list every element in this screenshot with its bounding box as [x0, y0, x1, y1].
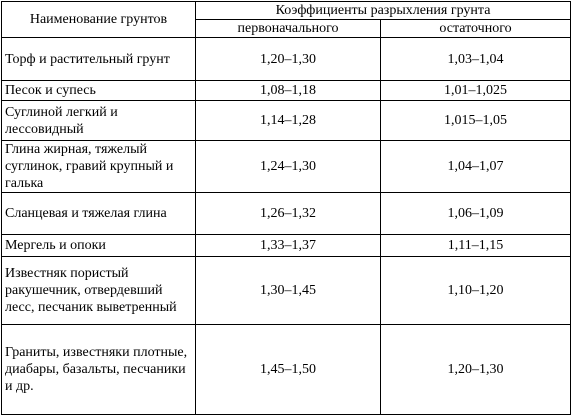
table-row: Глина жирная, тяжелый суглинок, гравий к…	[1, 140, 571, 193]
header-sub: первоначального	[195, 19, 381, 38]
coefficient: 1,015–1,05	[380, 100, 571, 141]
table-row: Мергель и опоки 1,33–1,37 1,11–1,15	[1, 234, 571, 257]
coefficient: 1,20–1,30	[195, 37, 381, 81]
coefficient: 1,24–1,30	[195, 140, 381, 193]
soil-name: Граниты, известняки плотные, диабары, ба…	[1, 324, 196, 415]
coefficient: 1,45–1,50	[195, 324, 381, 415]
coefficient: 1,01–1,025	[380, 80, 571, 101]
header-sub: остаточного	[380, 19, 571, 38]
table-body: Торф и растительный грунт 1,20–1,30 1,03–1…	[1, 37, 571, 415]
soil-name: Известняк пористый ракушечник, отвердевш…	[1, 256, 196, 325]
table-row: Торф и растительный грунт 1,20–1,30 1,03–1…	[1, 37, 571, 81]
coefficient: 1,33–1,37	[195, 234, 381, 257]
header-name: Наименование грунтов	[1, 1, 196, 38]
soil-name: Сланцевая и тяжелая глина	[1, 192, 196, 235]
coefficient: 1,08–1,18	[195, 80, 381, 101]
soil-name: Глина жирная, тяжелый суглинок, гравий к…	[1, 140, 196, 193]
coefficient: 1,03–1,04	[380, 37, 571, 81]
coefficient: 1,06–1,09	[380, 192, 571, 235]
coefficient: 1,30–1,45	[195, 256, 381, 325]
coefficient: 1,04–1,07	[380, 140, 571, 193]
table-row: Известняк пористый ракушечник, отвердевш…	[1, 256, 571, 325]
soil-name: Мергель и опоки	[1, 234, 196, 257]
coefficient: 1,11–1,15	[380, 234, 571, 257]
soil-name: Суглиной легкий и лессовидный	[1, 100, 196, 141]
table-row: Суглиной легкий и лессовидный 1,14–1,28 1,…	[1, 100, 571, 141]
soil-name: Торф и растительный грунт	[1, 37, 196, 81]
table-row: Сланцевая и тяжелая глина 1,26–1,32 1,06–1…	[1, 192, 571, 235]
table-row: Граниты, известняки плотные, диабары, ба…	[1, 324, 571, 415]
coefficient: 1,10–1,20	[380, 256, 571, 325]
soil-name: Песок и супесь	[1, 80, 196, 101]
table-row: Песок и супесь 1,08–1,18 1,01–1,025	[1, 80, 571, 101]
coefficient: 1,14–1,28	[195, 100, 381, 141]
coefficient: 1,20–1,30	[380, 324, 571, 415]
header-group: Коэффициенты разрыхления грунта	[195, 1, 571, 20]
coefficient: 1,26–1,32	[195, 192, 381, 235]
